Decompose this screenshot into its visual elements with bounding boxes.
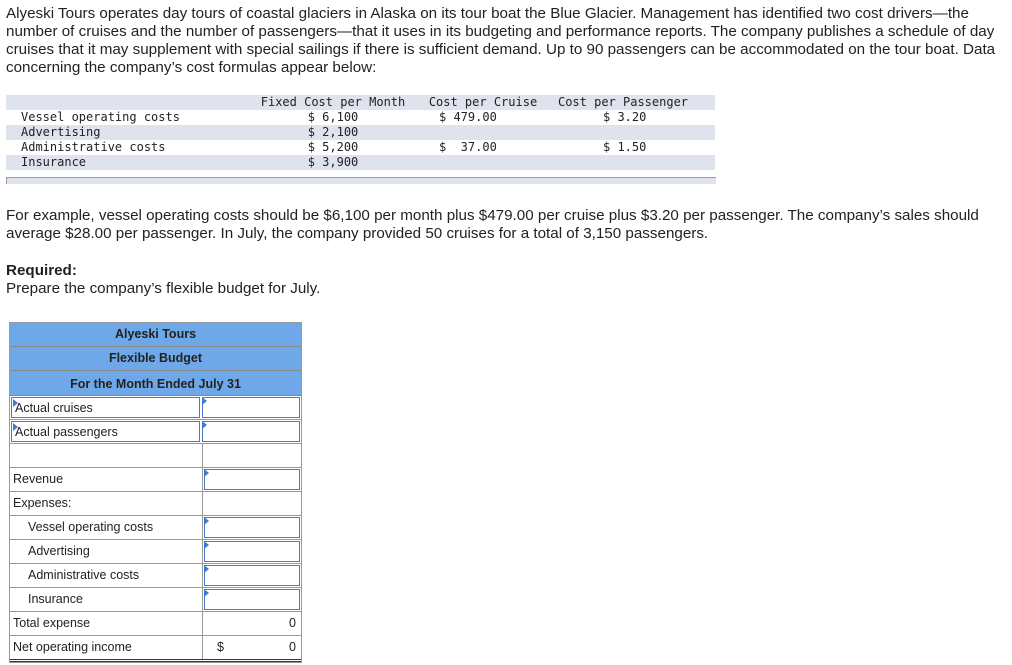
row-advertising: Advertising [10, 540, 301, 564]
insurance-input[interactable] [203, 588, 301, 611]
dropdown-marker-icon [13, 399, 18, 407]
fixed-cost: $ 3,900 [307, 155, 359, 169]
label-text: Actual passengers [15, 425, 118, 439]
fixed-cost: $ 5,200 [307, 140, 359, 154]
input-marker-icon [202, 397, 207, 405]
cost-row: Vessel operating costs $ 6,100 $ 479.00 $ 3… [6, 110, 715, 125]
actual-passengers-label[interactable]: Actual passengers [11, 421, 200, 442]
dropdown-marker-icon [13, 423, 18, 431]
row-actual-cruises: Actual cruises [10, 396, 301, 420]
row-vessel: Vessel operating costs [10, 516, 301, 540]
row-admin: Administrative costs [10, 564, 301, 588]
label-text: Actual cruises [15, 401, 93, 415]
actual-passengers-input[interactable] [201, 420, 301, 443]
input-marker-icon [204, 565, 209, 573]
revenue-input[interactable] [203, 468, 301, 491]
input-marker-icon [204, 469, 209, 477]
cost-label: Insurance [21, 155, 87, 169]
row-actual-passengers: Actual passengers [10, 420, 301, 444]
actual-cruises-label[interactable]: Actual cruises [11, 397, 200, 418]
total-expense-value: 0 [289, 616, 296, 630]
noi-value: 0 [289, 640, 296, 654]
passenger-cost: $ 1.50 [603, 140, 647, 154]
input-marker-icon [204, 589, 209, 597]
required-label: Required: [6, 262, 77, 279]
budget-period: For the Month Ended July 31 [10, 371, 301, 396]
insurance-label: Insurance [10, 588, 203, 611]
company-name: Alyeski Tours [10, 323, 301, 347]
passenger-cost [553, 155, 693, 170]
col-cruise: Cost per Cruise [428, 95, 538, 109]
advertising-input[interactable] [203, 540, 301, 563]
cost-row: Insurance $ 3,900 [6, 155, 715, 170]
fixed-cost: $ 2,100 [307, 125, 359, 139]
example-text: For example, vessel operating costs shou… [6, 207, 979, 242]
fixed-cost: $ 6,100 [307, 110, 359, 124]
cost-label: Administrative costs [21, 140, 166, 154]
row-total-expense: Total expense 0 [10, 612, 301, 636]
row-insurance: Insurance [10, 588, 301, 612]
cost-row: Administrative costs $ 5,200 $ 37.00 $ 1.50 [6, 140, 715, 155]
noi-label: Net operating income [10, 636, 203, 659]
budget-title: Flexible Budget [10, 347, 301, 371]
currency-symbol: $ [217, 640, 224, 654]
cost-table-header: Fixed Cost per Month Cost per Cruise Cos… [6, 95, 715, 110]
cost-row: Advertising $ 2,100 [6, 125, 715, 140]
intro-text: Alyeski Tours operates day tours of coas… [6, 5, 996, 76]
col-fixed: Fixed Cost per Month [260, 95, 406, 109]
vessel-input[interactable] [203, 516, 301, 539]
admin-label: Administrative costs [10, 564, 203, 587]
table-divider [6, 177, 716, 184]
total-expense-label: Total expense [10, 612, 203, 635]
row-blank [10, 444, 301, 468]
actual-cruises-input[interactable] [201, 396, 301, 419]
row-expenses: Expenses: [10, 492, 301, 516]
admin-input[interactable] [203, 564, 301, 587]
col-passenger: Cost per Passenger [557, 95, 689, 109]
advertising-label: Advertising [10, 540, 203, 563]
cost-formula-table: Fixed Cost per Month Cost per Cruise Cos… [6, 95, 715, 170]
input-marker-icon [202, 421, 207, 429]
revenue-label: Revenue [10, 468, 203, 491]
cost-label: Advertising [21, 125, 101, 139]
passenger-cost [553, 125, 693, 140]
cruise-cost [413, 155, 553, 170]
cruise-cost: $ 37.00 [439, 140, 497, 154]
passenger-cost: $ 3.20 [603, 110, 647, 124]
row-revenue: Revenue [10, 468, 301, 492]
required-text: Prepare the company’s flexible budget fo… [6, 280, 321, 297]
flexible-budget-table: Alyeski Tours Flexible Budget For the Mo… [9, 322, 302, 663]
input-marker-icon [204, 517, 209, 525]
cruise-cost [413, 125, 553, 140]
cruise-cost: $ 479.00 [439, 110, 497, 124]
input-marker-icon [204, 541, 209, 549]
row-noi: Net operating income $0 [10, 636, 301, 662]
expenses-label: Expenses: [10, 492, 203, 515]
vessel-label: Vessel operating costs [10, 516, 203, 539]
cost-label: Vessel operating costs [21, 110, 180, 124]
